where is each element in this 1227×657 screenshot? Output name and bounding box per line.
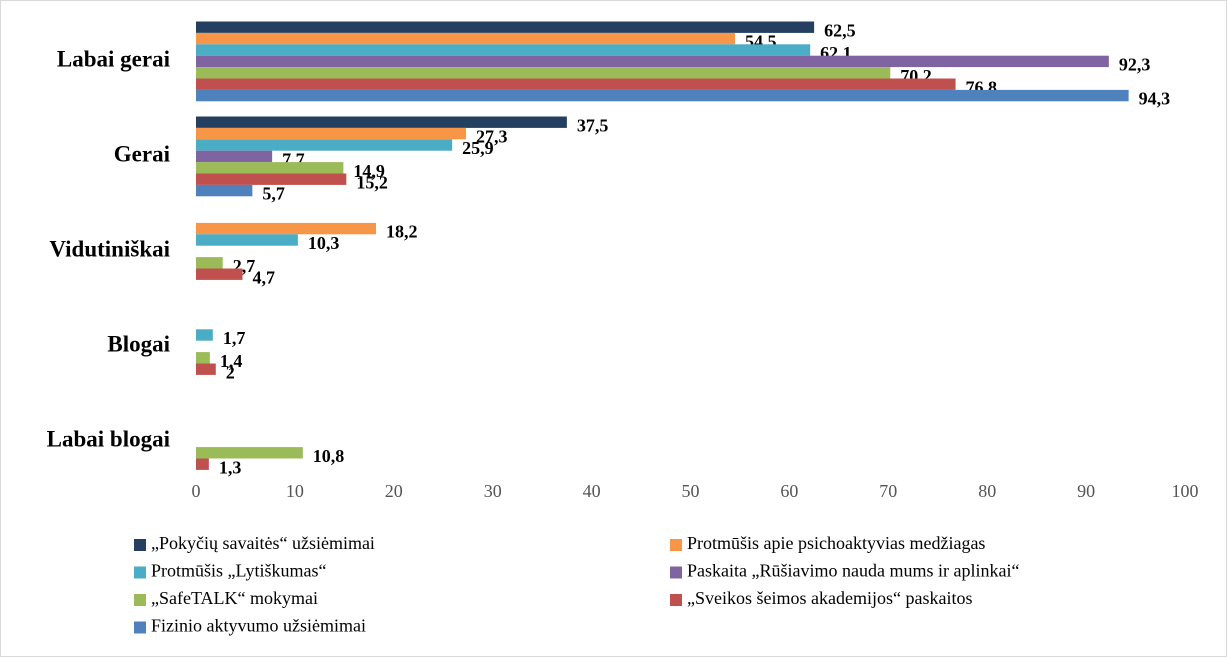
- bar: [196, 458, 209, 470]
- bar: [196, 150, 273, 163]
- x-tick-label: 30: [484, 481, 502, 501]
- category-label: Gerai: [114, 142, 171, 167]
- bar: [196, 329, 213, 341]
- legend-label: Protmūšis apie psichoaktyvias medžiagas: [687, 533, 985, 553]
- bar: [196, 32, 736, 45]
- bar: [196, 234, 298, 246]
- category-label: Labai gerai: [57, 47, 171, 72]
- value-label: 4,7: [252, 267, 275, 287]
- value-label: 92,3: [1119, 55, 1151, 75]
- bar: [196, 55, 1109, 68]
- bar: [196, 447, 303, 459]
- x-tick-label: 70: [879, 481, 897, 501]
- bar: [196, 268, 243, 280]
- legend-label: Protmūšis „Lytiškumas“: [151, 561, 327, 581]
- value-label: 94,3: [1139, 89, 1171, 109]
- bar: [196, 162, 344, 174]
- value-label: 10,8: [313, 446, 345, 466]
- value-label: 1,4: [220, 351, 243, 371]
- category-label: Labai blogai: [47, 427, 171, 452]
- value-label: 2: [226, 362, 235, 382]
- legend-label: Paskaita „Rūšiavimo nauda mums ir aplink…: [687, 561, 1019, 581]
- bar: [196, 89, 1129, 102]
- bar: [196, 352, 210, 364]
- x-tick-label: 100: [1172, 481, 1199, 501]
- category-label: Vidutiniškai: [49, 237, 170, 262]
- legend-swatch: [670, 539, 682, 551]
- x-tick-label: 0: [192, 481, 201, 501]
- value-label: 27,3: [476, 127, 508, 147]
- x-tick-label: 90: [1077, 481, 1095, 501]
- bar: [196, 67, 891, 79]
- x-tick-label: 10: [286, 481, 304, 501]
- x-tick-label: 40: [583, 481, 601, 501]
- value-label: 5,7: [262, 184, 285, 204]
- value-label: 10,3: [308, 233, 340, 253]
- value-label: 14,9: [353, 161, 385, 181]
- bar: [196, 44, 811, 56]
- bar: [196, 257, 223, 269]
- legend-swatch: [134, 566, 146, 579]
- category-label: Blogai: [107, 332, 170, 357]
- value-label: 18,2: [386, 222, 418, 242]
- bar: [196, 78, 956, 90]
- legend-swatch: [134, 539, 146, 551]
- x-tick-label: 60: [780, 481, 798, 501]
- bar: [196, 173, 347, 185]
- value-label: 25,9: [462, 138, 494, 158]
- legend-swatch: [670, 566, 682, 579]
- value-label: 15,2: [356, 172, 388, 192]
- legend-label: „Sveikos šeimos akademijos“ paskaitos: [687, 588, 972, 608]
- legend-swatch: [134, 621, 146, 634]
- bar: [196, 127, 466, 140]
- value-label: 62,5: [824, 20, 856, 40]
- x-tick-label: 20: [385, 481, 403, 501]
- bar: [196, 21, 815, 33]
- bar: [196, 184, 253, 197]
- x-tick-label: 50: [682, 481, 700, 501]
- bar: [196, 222, 376, 235]
- value-label: 37,5: [577, 115, 609, 135]
- bar: [196, 116, 567, 128]
- legend-swatch: [670, 594, 682, 606]
- value-label: 1,7: [223, 328, 246, 348]
- value-label: 1,3: [219, 457, 242, 477]
- bar: [196, 139, 453, 151]
- legend-label: „SafeTALK“ mokymai: [151, 588, 318, 608]
- legend-label: Fizinio aktyvumo užsiėmimai: [151, 616, 366, 636]
- bar: [196, 363, 216, 375]
- legend-label: „Pokyčių savaitės“ užsiėmimai: [151, 533, 375, 553]
- x-tick-label: 80: [978, 481, 996, 501]
- legend-swatch: [134, 594, 146, 606]
